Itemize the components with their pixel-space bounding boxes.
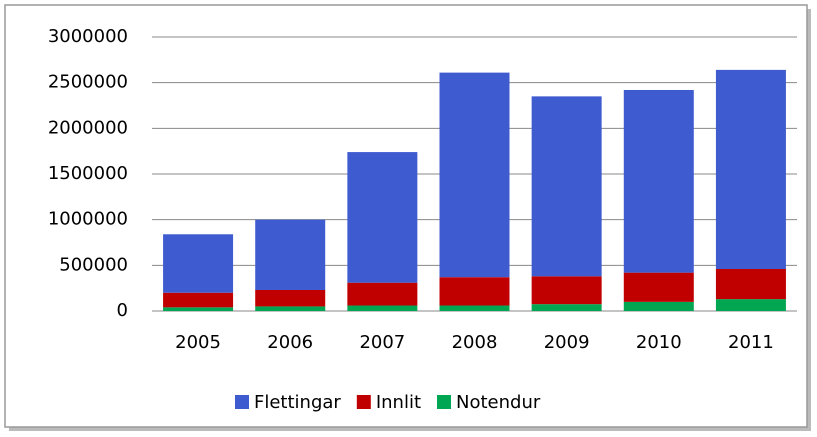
bar-segment	[347, 305, 418, 311]
legend-label: Innlit	[376, 392, 421, 413]
bar-segment	[163, 307, 234, 311]
y-tick-label: 2500000	[48, 72, 128, 93]
bar-segment	[531, 96, 602, 277]
legend-swatch	[437, 395, 451, 409]
bar-segment	[715, 299, 786, 311]
bar-segment	[623, 89, 694, 273]
legend-label: Flettingar	[254, 392, 341, 413]
y-tick-label: 3000000	[48, 26, 128, 47]
y-tick-label: 1500000	[48, 163, 128, 184]
bar-segment	[347, 152, 418, 283]
bar-segment	[255, 306, 326, 311]
bar-segment	[439, 305, 510, 311]
bar-segment	[439, 277, 510, 306]
bar-segment	[163, 234, 234, 293]
bar-segment	[163, 292, 234, 308]
x-tick-label: 2007	[359, 332, 405, 353]
bar-segment	[531, 304, 602, 311]
bar-segment	[439, 72, 510, 278]
bar-segment	[623, 301, 694, 311]
y-tick-label: 1000000	[48, 209, 128, 230]
x-tick-label: 2010	[636, 332, 682, 353]
legend-label: Notendur	[456, 392, 541, 413]
legend-swatch	[356, 395, 371, 409]
x-tick-label: 2005	[175, 332, 221, 353]
bar-segment	[255, 289, 326, 307]
bar-segment	[347, 282, 418, 306]
legend-swatch	[235, 395, 249, 409]
x-tick-label: 2009	[544, 332, 590, 353]
y-tick-label: 2000000	[48, 117, 128, 138]
x-tick-label: 2008	[452, 332, 498, 353]
bar-segment	[531, 276, 602, 305]
y-tick-label: 0	[117, 300, 128, 321]
x-tick-label: 2006	[267, 332, 313, 353]
bar-segment	[255, 219, 326, 290]
y-tick-label: 500000	[59, 254, 128, 275]
x-tick-label: 2011	[728, 332, 774, 353]
bar-segment	[715, 268, 786, 300]
bar-segment	[715, 69, 786, 269]
bar-segment	[623, 272, 694, 302]
